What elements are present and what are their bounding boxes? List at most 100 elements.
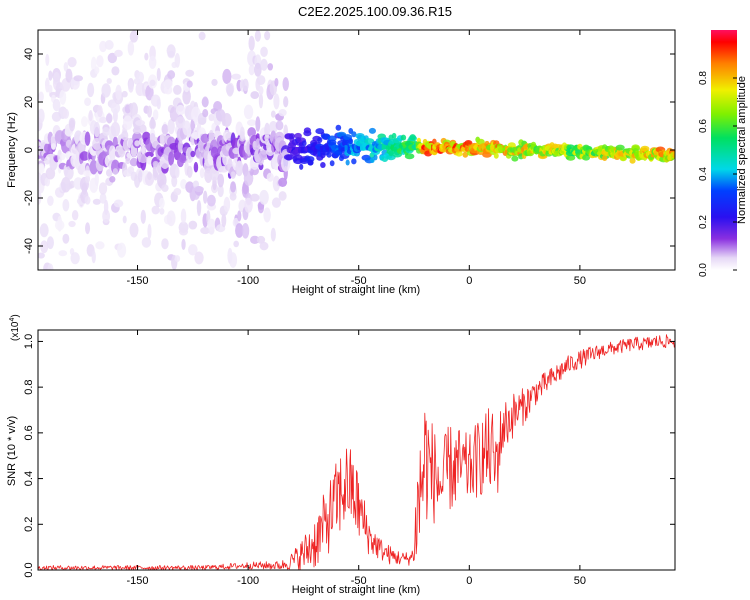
- spectrogram-cell: [48, 70, 53, 81]
- spectrogram-cell: [303, 130, 312, 137]
- spectrogram-cell: [263, 207, 271, 223]
- spectrogram-y-tick-label: 0: [23, 147, 35, 153]
- snr-plot-area: [38, 330, 675, 570]
- spectrogram-cell: [99, 116, 107, 124]
- spectrogram-x-tick-label: -150: [127, 275, 149, 287]
- colorbar: 0.0 0.2 0.4 0.6 0.8 Normalized spectral ampl…: [698, 30, 748, 277]
- spectrogram-cell: [351, 158, 357, 165]
- colorbar-tick-label: 0.4: [698, 167, 709, 181]
- spectrogram-cell: [149, 79, 156, 87]
- spectrogram-cell: [51, 143, 56, 150]
- spectrogram-cell: [249, 193, 260, 202]
- spectrogram-cell: [329, 160, 335, 167]
- spectrogram-x-ticks: -150 -100 -50 0 50: [127, 30, 586, 287]
- spectrogram-x-tick-label: -100: [237, 275, 259, 287]
- spectrogram-cell: [167, 70, 176, 80]
- snr-y-scale-label: (x10: [10, 321, 21, 341]
- spectrogram-cell: [640, 145, 650, 152]
- snr-series-line: [38, 334, 675, 570]
- spectrogram-cell: [188, 220, 198, 230]
- spectrogram-cell: [174, 255, 181, 263]
- spectrogram-cell: [259, 189, 269, 205]
- spectrogram-cell: [87, 82, 95, 98]
- spectrogram-cell: [194, 251, 204, 265]
- spectrogram-cell: [511, 155, 519, 162]
- spectrogram-y-tick-label: 40: [23, 48, 35, 60]
- spectrogram-cell: [163, 79, 173, 89]
- spectrogram-cell: [53, 72, 61, 85]
- spectrogram-cell: [222, 68, 232, 84]
- spectrogram-cell: [106, 78, 112, 85]
- colorbar-tick-label: 0.8: [698, 71, 709, 85]
- snr-y-tick-label: 0.2: [23, 517, 35, 532]
- spectrogram-cell: [128, 80, 134, 93]
- spectrogram-cell: [104, 40, 114, 50]
- figure-title: C2E2.2025.100.09.36.R15: [298, 4, 452, 19]
- spectrogram-cell: [102, 209, 111, 223]
- spectrogram-cell: [294, 132, 302, 139]
- spectrogram-x-tick-label: -50: [351, 275, 367, 287]
- spectrogram-cell: [129, 30, 139, 43]
- spectrogram-cell: [137, 170, 143, 183]
- spectrogram-cell: [175, 166, 180, 179]
- spectrogram-cell: [258, 93, 264, 109]
- spectrogram-cell: [146, 105, 152, 118]
- spectrogram-cell: [177, 139, 183, 153]
- spectrogram-cell: [493, 152, 499, 159]
- spectrogram-cell: [101, 83, 111, 98]
- spectrogram-cell: [81, 116, 88, 128]
- spectrogram-cell: [203, 190, 208, 204]
- spectrogram-cell: [38, 163, 45, 174]
- spectrogram-cell: [136, 71, 145, 83]
- spectrogram-cell: [38, 252, 45, 259]
- spectrogram-cell: [145, 84, 154, 101]
- spectrogram-cell: [82, 170, 93, 177]
- spectrogram-cell: [117, 242, 127, 258]
- spectrogram-cell: [134, 140, 140, 147]
- spectrogram-cell: [58, 250, 68, 257]
- spectrogram-cell: [368, 127, 376, 134]
- spectrogram-cell: [199, 167, 205, 179]
- spectrogram-cell: [140, 145, 146, 155]
- spectrogram-cell: [85, 174, 91, 184]
- spectrogram-cell: [391, 132, 397, 139]
- spectrogram-cell: [250, 91, 260, 100]
- spectrogram-cell: [113, 199, 124, 208]
- spectrogram-y-ticks: -40 -20 0 20 40: [23, 48, 675, 254]
- spectrogram-cell: [193, 161, 199, 173]
- spectrogram-cell: [207, 218, 216, 231]
- snr-y-tick-label: 1.0: [23, 334, 35, 349]
- spectrogram-cell: [138, 153, 148, 164]
- spectrogram-cell: [244, 197, 253, 213]
- spectrogram-cell: [39, 223, 49, 238]
- spectrogram-cell: [40, 240, 49, 254]
- spectrogram-cell: [84, 131, 91, 146]
- spectrogram-cell: [114, 49, 123, 57]
- spectrogram-cell: [364, 138, 375, 145]
- spectrogram-cell: [464, 140, 473, 147]
- spectrogram-cell: [334, 149, 343, 156]
- spectrogram-cell: [327, 139, 337, 146]
- spectrogram-cell: [409, 134, 416, 141]
- spectrogram-cell: [222, 112, 232, 127]
- spectrogram-cell: [198, 31, 206, 41]
- spectrogram-cell: [239, 126, 245, 140]
- spectrogram-cell: [103, 199, 109, 215]
- spectrogram-cell: [243, 104, 254, 120]
- colorbar-bar: [711, 30, 737, 270]
- spectrogram-cell: [602, 154, 608, 161]
- spectrogram-cell: [111, 66, 120, 76]
- spectrogram-cell: [122, 115, 133, 130]
- colorbar-tick-label: 0.6: [698, 119, 709, 133]
- spectrogram-cell: [130, 147, 138, 156]
- spectrogram-cell: [255, 116, 261, 132]
- spectrogram-cell: [211, 78, 218, 86]
- spectrogram-cell: [115, 84, 122, 101]
- spectrogram-cell: [188, 244, 198, 256]
- spectrogram-cell: [288, 133, 296, 140]
- spectrogram-cell: [256, 235, 266, 244]
- spectrogram-cell: [248, 35, 255, 51]
- spectrogram-cell: [110, 102, 121, 114]
- spectrogram-cell: [181, 238, 186, 250]
- spectrogram-cell: [96, 55, 104, 68]
